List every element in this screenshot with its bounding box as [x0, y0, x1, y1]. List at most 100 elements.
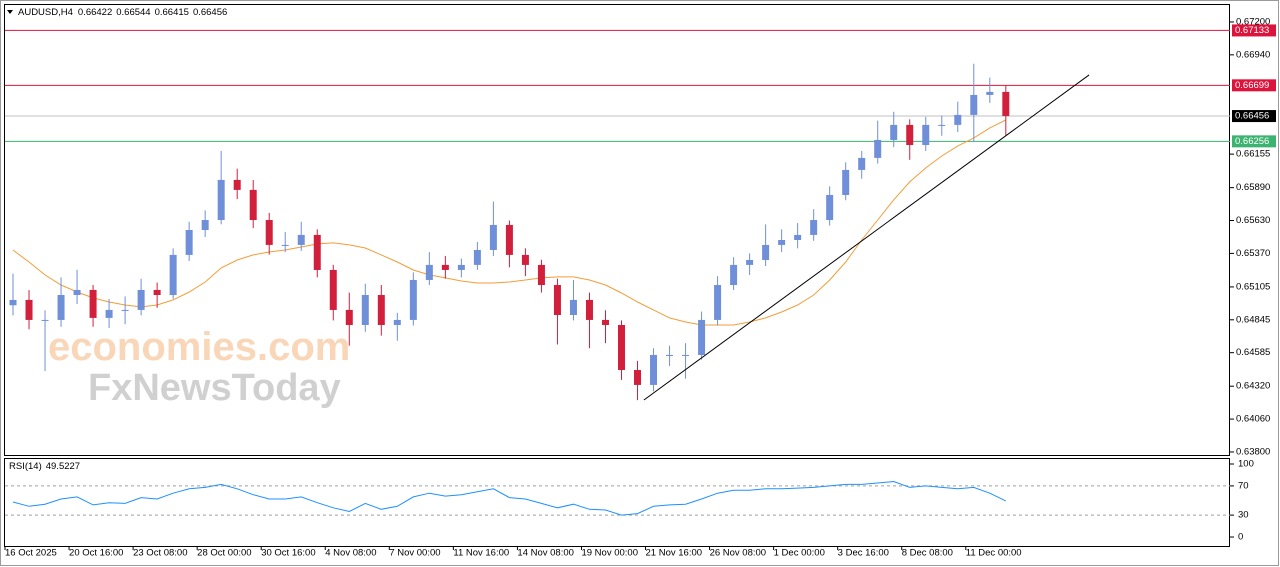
candle-body [89, 289, 97, 318]
price-level-tag [1232, 79, 1276, 92]
y-tick-label: 0.63800 [1236, 446, 1270, 457]
candle-body [73, 289, 81, 296]
rsi-header: RSI(14) 49.5227 [9, 461, 80, 472]
y-tick-label: 0.65630 [1236, 215, 1270, 226]
y-tick-label: 0.65370 [1236, 248, 1270, 259]
candle-body [762, 244, 770, 260]
x-tick-label: 16 Oct 2025 [5, 548, 57, 559]
candle-body [505, 224, 513, 255]
candle-body [970, 94, 978, 115]
candle-body [105, 309, 113, 318]
x-tick-label: 3 Dec 16:00 [838, 548, 889, 559]
candle-body [409, 279, 417, 320]
x-tick-label: 30 Oct 16:00 [261, 548, 315, 559]
x-tick-label: 7 Nov 00:00 [389, 548, 440, 559]
candle-body [137, 289, 145, 310]
y-tick-label: 0.66940 [1236, 49, 1270, 60]
moving-average [12, 119, 1007, 326]
candle-body [794, 234, 802, 240]
rsi-tick-label: 100 [1238, 459, 1254, 470]
candle-body [201, 220, 209, 231]
candle-body [281, 244, 289, 246]
candle-body [329, 269, 337, 310]
watermark: FxNewsToday [88, 367, 341, 409]
candle-body [153, 289, 161, 296]
candle-body [601, 319, 609, 325]
y-tick-label: 0.65105 [1236, 281, 1270, 292]
rsi-line [12, 480, 1007, 516]
price-level-tag [1232, 135, 1276, 148]
rsi-name: RSI(14) [9, 461, 42, 472]
candle-body [457, 264, 465, 270]
rsi-current: 49.5227 [46, 461, 80, 472]
candle-body [9, 299, 17, 306]
rsi-tick-label: 30 [1238, 510, 1249, 521]
candle-body [730, 264, 738, 286]
x-tick-label: 8 Dec 08:00 [902, 548, 953, 559]
candle-body [682, 354, 690, 356]
rsi-tick-label: 70 [1238, 480, 1249, 491]
x-tick-label: 21 Nov 16:00 [646, 548, 703, 559]
candle-body [585, 299, 593, 320]
marks [5, 29, 1230, 516]
candle-body [810, 220, 818, 235]
candle-body [345, 309, 353, 325]
price-level-label: 0.66699 [1235, 80, 1269, 91]
y-tick-label: 0.65890 [1236, 182, 1270, 193]
header-close: 0.66456 [193, 7, 227, 18]
candle-body [1002, 91, 1010, 117]
trendline [643, 74, 1090, 401]
candle-body [569, 299, 577, 315]
price-level-label: 0.67133 [1235, 25, 1269, 36]
x-tick-label: 20 Oct 16:00 [69, 548, 123, 559]
watermark: economies.com [48, 325, 350, 369]
candle-body [233, 179, 241, 190]
price-panel [4, 4, 1230, 456]
rsi-tick-label: 0 [1238, 532, 1243, 543]
price-level-label: 0.66256 [1235, 136, 1269, 147]
y-tick-label: 0.64060 [1236, 414, 1270, 425]
header-low: 0.66415 [155, 7, 189, 18]
candle-body [313, 234, 321, 270]
candle-body [41, 319, 49, 321]
candle-body [489, 224, 497, 250]
rsi-panel [4, 458, 1230, 547]
candle-body [858, 157, 866, 170]
price-level-label: 0.66456 [1235, 111, 1269, 122]
candle-body [778, 239, 786, 245]
candle-body [185, 230, 193, 255]
x-tick-label: 11 Dec 00:00 [966, 548, 1022, 559]
candle-body [441, 264, 449, 270]
candle-body [954, 114, 962, 125]
candle-body [553, 285, 561, 315]
candle-body [25, 299, 33, 320]
candle-body [521, 254, 529, 265]
candle-body [537, 264, 545, 286]
candle-body [618, 324, 626, 371]
y-tick-label: 0.64845 [1236, 314, 1270, 325]
x-tick-label: 1 Dec 00:00 [774, 548, 825, 559]
chart-header: AUDUSD,H4 0.66422 0.66544 0.66415 0.66456 [18, 7, 227, 18]
x-tick-label: 23 Oct 08:00 [133, 548, 187, 559]
candle-body [666, 354, 674, 356]
candle-body [746, 259, 754, 265]
candle-body [249, 189, 257, 221]
candle-body [842, 169, 850, 195]
header-open: 0.66422 [78, 7, 112, 18]
candle-body [986, 91, 994, 95]
y-tick-label: 0.64320 [1236, 381, 1270, 392]
collapse-arrow[interactable] [7, 10, 13, 14]
price-level-tag [1232, 110, 1276, 123]
candle-body [217, 179, 225, 221]
candle-body [698, 319, 706, 355]
candle-body [361, 295, 369, 325]
candle-body [650, 354, 658, 385]
price-level-tag [1232, 24, 1276, 37]
candle-body [377, 295, 385, 325]
candle-body [922, 124, 930, 146]
candle-body [634, 370, 642, 385]
y-tick-label: 0.67200 [1236, 16, 1270, 27]
